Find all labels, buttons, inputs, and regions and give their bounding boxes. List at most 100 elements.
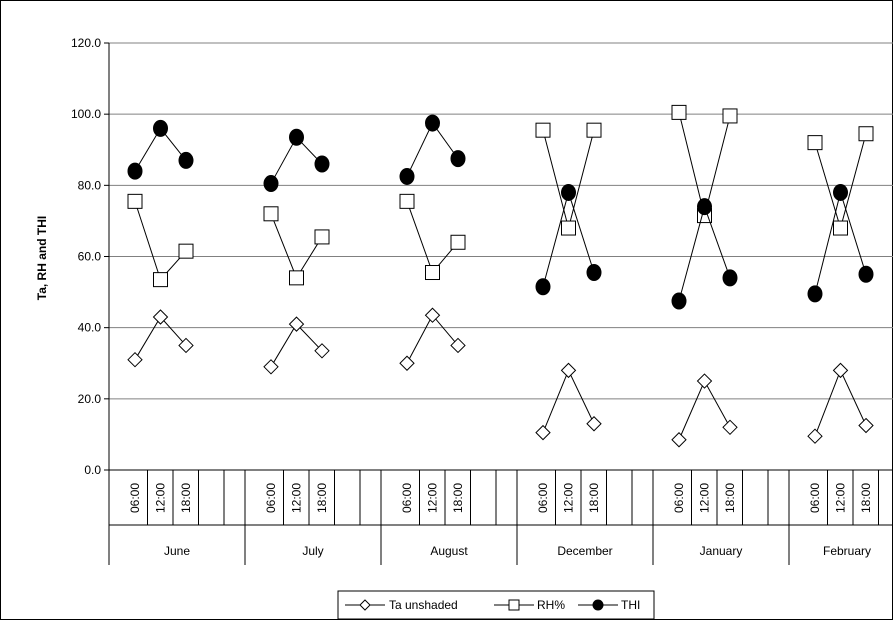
x-tick-label: 18:00 bbox=[587, 483, 601, 513]
axes: 0.0 20.0 40.0 60.0 80.0 100.0 120.0 06:00 12:00 1… bbox=[71, 36, 893, 565]
square-marker bbox=[178, 243, 194, 259]
square-marker bbox=[450, 234, 466, 250]
x-tick-label: 12:00 bbox=[834, 483, 848, 513]
square-marker bbox=[289, 270, 304, 286]
group-label: January bbox=[700, 544, 743, 558]
data-series bbox=[127, 104, 874, 448]
diamond-marker bbox=[288, 316, 305, 332]
gridlines bbox=[109, 42, 893, 400]
diamond-marker bbox=[399, 355, 415, 371]
y-tick-label: 60.0 bbox=[78, 250, 102, 264]
group-label: December bbox=[557, 544, 612, 558]
x-tick-label: 18:00 bbox=[723, 483, 737, 513]
square-marker bbox=[586, 122, 602, 138]
diamond-marker bbox=[696, 373, 713, 389]
legend-label: THI bbox=[621, 598, 640, 612]
circle-marker bbox=[425, 114, 440, 132]
square-marker bbox=[807, 135, 823, 151]
circle-marker bbox=[178, 151, 194, 169]
circle-marker bbox=[858, 265, 874, 283]
diamond-marker bbox=[359, 599, 371, 611]
legend-entry: Ta unshaded bbox=[345, 598, 458, 612]
x-tick-label: 12:00 bbox=[154, 483, 168, 513]
group-label: February bbox=[823, 544, 871, 558]
y-tick-label: 100.0 bbox=[71, 107, 101, 121]
circle-marker bbox=[592, 599, 604, 611]
square-marker bbox=[858, 126, 874, 142]
diamond-marker bbox=[586, 416, 602, 432]
legend: Ta unshaded RH% THI bbox=[337, 590, 655, 620]
circle-marker bbox=[807, 285, 823, 303]
x-tick-label: 12:00 bbox=[426, 483, 440, 513]
circle-marker bbox=[450, 150, 466, 168]
diamond-marker bbox=[127, 351, 143, 368]
diamond-marker bbox=[671, 432, 687, 448]
x-tick-label: 06:00 bbox=[400, 483, 414, 513]
x-tick-label: 18:00 bbox=[451, 483, 465, 513]
y-tick-label: 0.0 bbox=[84, 463, 101, 477]
circle-marker bbox=[561, 183, 576, 201]
x-tick-label: 18:00 bbox=[859, 483, 873, 513]
diamond-marker bbox=[424, 307, 441, 323]
circle-marker bbox=[153, 119, 168, 137]
circle-marker bbox=[535, 278, 551, 296]
square-marker bbox=[722, 108, 738, 124]
series-rh bbox=[127, 104, 874, 288]
y-tick-label: 120.0 bbox=[71, 36, 101, 50]
diamond-marker bbox=[858, 417, 874, 434]
y-axis-label: Ta, RH and THI bbox=[35, 216, 49, 300]
diamond-marker bbox=[152, 309, 169, 325]
group-label: June bbox=[164, 544, 190, 558]
circle-marker bbox=[399, 167, 415, 185]
diamond-marker bbox=[450, 337, 466, 354]
circle-marker bbox=[697, 198, 712, 216]
y-tick-label: 80.0 bbox=[78, 178, 102, 192]
square-marker bbox=[508, 599, 520, 611]
diamond-marker bbox=[314, 343, 330, 359]
diamond-marker bbox=[832, 362, 849, 379]
y-tick-label: 20.0 bbox=[78, 392, 102, 406]
x-tick-label: 06:00 bbox=[808, 483, 822, 513]
circle-marker bbox=[314, 155, 330, 173]
legend-entry: THI bbox=[578, 598, 640, 612]
y-tick-label: 40.0 bbox=[78, 321, 102, 335]
square-marker bbox=[153, 272, 168, 288]
square-marker bbox=[425, 265, 440, 281]
x-tick-label: 12:00 bbox=[698, 483, 712, 513]
square-marker bbox=[314, 229, 330, 245]
legend-label: RH% bbox=[537, 598, 565, 612]
square-marker bbox=[399, 193, 415, 209]
legend-label: Ta unshaded bbox=[389, 598, 458, 612]
circle-marker bbox=[671, 292, 687, 310]
diamond-marker bbox=[560, 362, 577, 379]
circle-marker bbox=[722, 269, 738, 287]
x-tick-label: 18:00 bbox=[179, 483, 193, 513]
square-marker bbox=[127, 193, 143, 209]
x-tick-label: 06:00 bbox=[264, 483, 278, 513]
circle-marker bbox=[127, 162, 143, 180]
square-marker bbox=[671, 104, 687, 120]
x-tick-label: 06:00 bbox=[672, 483, 686, 513]
square-marker bbox=[833, 220, 848, 236]
legend-entry: RH% bbox=[494, 598, 565, 612]
circle-marker bbox=[586, 264, 602, 282]
series-ta-unshaded bbox=[127, 307, 874, 448]
circle-marker bbox=[263, 175, 279, 193]
circle-marker bbox=[833, 183, 848, 201]
group-label: July bbox=[302, 544, 323, 558]
x-tick-label: 12:00 bbox=[290, 483, 304, 513]
diamond-marker bbox=[807, 428, 823, 444]
diamond-marker bbox=[722, 419, 738, 436]
square-marker bbox=[535, 122, 551, 138]
series-thi bbox=[127, 114, 874, 310]
square-marker bbox=[263, 206, 279, 222]
group-label: August bbox=[430, 544, 468, 558]
x-tick-label: 18:00 bbox=[315, 483, 329, 513]
diamond-marker bbox=[535, 424, 551, 441]
x-tick-label: 06:00 bbox=[128, 483, 142, 513]
x-tick-label: 12:00 bbox=[562, 483, 576, 513]
x-tick-label: 06:00 bbox=[536, 483, 550, 513]
